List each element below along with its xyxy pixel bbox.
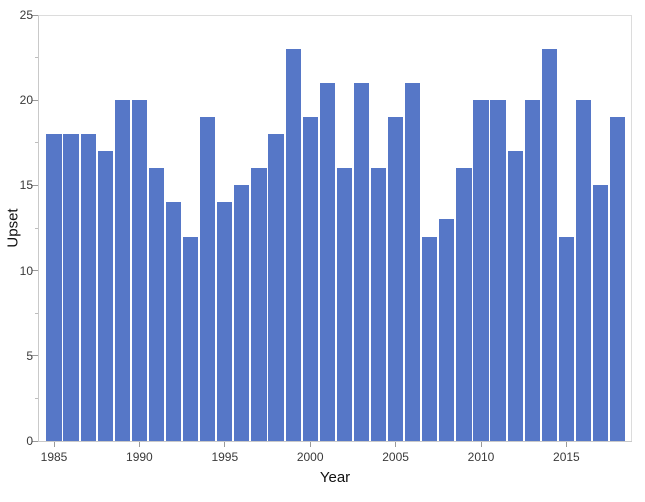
y-tick-15 [32,184,38,186]
bar-2017 [592,185,609,441]
x-tick-label-2005: 2005 [382,450,409,464]
bar-2007 [422,236,438,441]
bar-2011 [490,100,506,441]
bar-2014 [541,49,557,441]
bar-1999 [285,49,301,441]
x-tick-2005 [395,442,397,447]
x-tick-label-1990: 1990 [126,450,153,464]
y-axis-title: Upset [4,208,22,248]
bar-2002 [336,168,352,441]
y-tick-label-20: 20 [19,93,33,108]
bar-2009 [456,168,472,441]
y-tick-10 [32,270,38,272]
y-tick-0 [32,440,38,442]
y-axis-line [38,15,39,442]
y-tick-label-15: 15 [19,178,33,193]
bar-2006 [405,83,421,441]
x-tick-1995 [224,442,226,447]
y-minor-tick-2.5 [34,397,38,399]
bar-1994 [200,117,216,441]
x-tick-1985 [53,442,55,447]
bar-1989 [114,100,130,441]
plot-border-top [38,15,632,16]
bar-1987 [80,134,96,441]
y-tick-label-25: 25 [19,8,33,22]
x-tick-label-1985: 1985 [40,450,68,464]
bar-1991 [148,168,165,441]
bar-1998 [268,134,284,441]
y-minor-tick-22.5 [34,57,38,59]
x-tick-label-2000: 2000 [296,450,324,464]
bar-2005 [388,117,404,441]
y-tick-label-5: 5 [26,348,33,363]
bar-2004 [370,168,387,441]
y-tick-25 [32,14,38,16]
plot-border-right [631,15,632,442]
x-tick-1990 [138,442,140,447]
y-tick-label-10: 10 [19,263,33,278]
bar-1990 [131,100,147,441]
y-tick-5 [32,355,38,357]
bar-2012 [507,151,523,441]
x-axis-line [38,441,632,442]
bar-2001 [319,83,335,441]
bar-2008 [439,219,455,441]
x-tick-label-2010: 2010 [467,450,495,464]
bar-1997 [251,168,267,441]
x-tick-label-2015: 2015 [553,450,580,464]
bar-2000 [302,117,318,441]
y-minor-tick-12.5 [34,227,38,229]
bar-1988 [97,151,113,441]
bar-2018 [610,117,626,441]
x-tick-2000 [309,442,311,447]
bar-1996 [234,185,250,441]
bar-2003 [353,83,370,441]
bar-2010 [473,100,489,441]
bar-2013 [524,100,540,441]
bar-2016 [575,100,592,441]
y-tick-label-0: 0 [26,434,33,448]
bar-1992 [165,202,182,441]
plot-area [38,15,631,441]
bar-1993 [183,236,199,441]
x-tick-2010 [480,442,482,447]
bar-1985 [46,134,62,441]
bar-2015 [558,236,574,441]
x-tick-label-1995: 1995 [211,450,239,464]
bar-1995 [217,202,233,441]
y-minor-tick-7.5 [34,312,38,314]
bar-1986 [63,134,79,441]
y-tick-20 [32,99,38,101]
x-axis-title: Year [319,469,351,486]
x-tick-2015 [565,442,567,447]
y-minor-tick-17.5 [34,142,38,144]
